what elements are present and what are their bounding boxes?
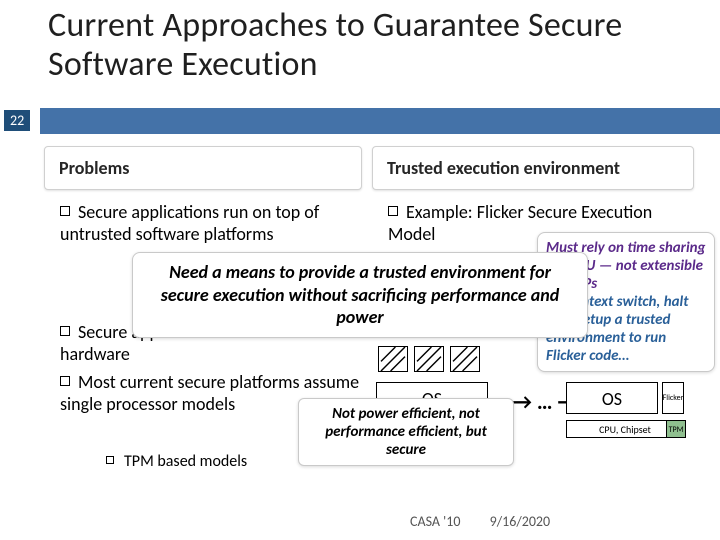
bullet-icon [60, 206, 70, 216]
tpm-box: TPM [666, 420, 686, 438]
os-box-right: OS [566, 382, 658, 414]
accent-bar [40, 108, 720, 134]
footer-date: 9/16/2020 [490, 513, 550, 530]
left-column-header: Problems [44, 146, 362, 190]
bullet-icon [388, 206, 398, 216]
bullet-icon [60, 376, 70, 386]
slide-title: Current Approaches to Guarantee Secure S… [48, 6, 720, 84]
callout-notpower: Not power efficient, not performance eff… [298, 398, 514, 466]
callout-need: Need a means to provide a trusted enviro… [132, 252, 588, 338]
bullet-icon [60, 326, 70, 336]
bullet-text: Secure applications run on top of untrus… [60, 201, 319, 245]
bullet-text: TPM based models [124, 452, 247, 471]
bullet-icon [106, 456, 114, 464]
left-bullet-1: Secure applications run on top of untrus… [60, 202, 366, 246]
left-sub-bullet: TPM based models [88, 452, 247, 472]
slide: Current Approaches to Guarantee Secure S… [0, 0, 720, 540]
right-column-header: Trusted execution environment [372, 146, 694, 190]
footer: CASA '10 9/16/2020 [410, 513, 550, 530]
flicker-box-mid: Flicker [662, 382, 684, 414]
app-box [414, 346, 444, 372]
app-box [378, 346, 408, 372]
slide-number: 22 [4, 110, 30, 131]
app-box [450, 346, 480, 372]
footer-venue: CASA '10 [410, 513, 460, 530]
